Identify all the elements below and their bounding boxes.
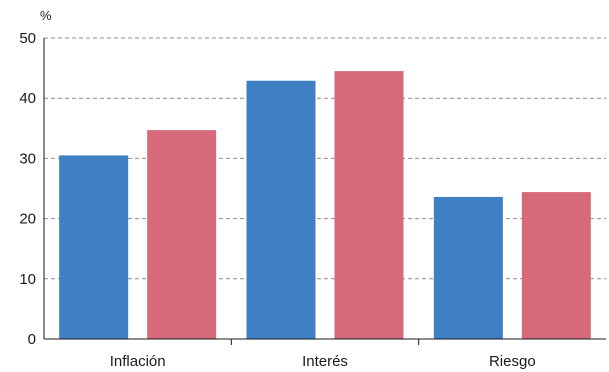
bar-2-series-1 [246,80,316,339]
bar-1-series-2 [147,130,217,339]
bar-3-series-1 [433,196,503,339]
y-tick-label: 50 [19,30,36,47]
x-category-label: Riesgo [489,353,536,370]
y-axis-unit-label: % [40,8,52,23]
bars [59,71,591,340]
y-tick-label: 10 [19,271,36,288]
x-category-label: Inflación [110,353,166,370]
gridlines [44,37,606,280]
y-axis-tick-labels: 0 10 20 30 40 50 [19,30,36,348]
bar-2-series-2 [334,71,404,340]
y-tick-label: 0 [28,331,36,348]
x-category-label: Interés [302,353,348,370]
bar-1-series-1 [59,155,129,339]
y-tick-label: 20 [19,211,36,228]
y-tick-label: 30 [19,150,36,167]
y-tick-label: 40 [19,90,36,107]
axes [43,38,606,345]
bar-3-series-2 [521,192,591,339]
x-axis-category-labels: Inflación Interés Riesgo [110,353,536,370]
